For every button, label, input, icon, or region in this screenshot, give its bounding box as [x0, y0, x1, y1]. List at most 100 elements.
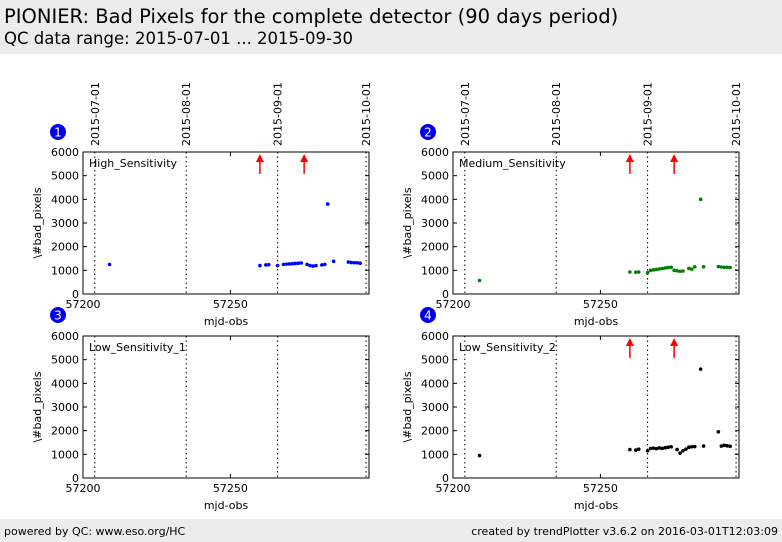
y-tick-label: 4000 — [421, 193, 449, 206]
data-point — [666, 445, 671, 450]
data-point — [648, 446, 653, 451]
date-label: 2015-08-01 — [550, 82, 563, 146]
event-arrow-head — [670, 338, 679, 346]
data-point — [293, 261, 298, 266]
data-point — [666, 265, 671, 270]
data-point — [645, 448, 650, 453]
data-point — [628, 270, 632, 274]
y-tick-label: 0 — [442, 472, 449, 485]
data-point — [296, 261, 301, 266]
plot-frame — [452, 335, 740, 479]
data-point — [648, 268, 653, 273]
data-point — [716, 264, 721, 269]
y-tick-label: 1000 — [421, 264, 449, 277]
data-point — [634, 448, 638, 452]
date-label: 2015-10-01 — [360, 82, 373, 146]
y-tick-label: 0 — [72, 288, 79, 301]
data-point — [636, 270, 641, 274]
data-point — [290, 261, 295, 266]
x-tick-label: 57200 — [436, 482, 471, 495]
y-tick-label: 5000 — [51, 354, 79, 367]
y-tick-label: 2000 — [51, 425, 79, 438]
footer-bar: powered by QC: www.eso.org/HC created by… — [0, 519, 782, 542]
y-tick-label: 5000 — [421, 354, 449, 367]
panel-badge — [420, 124, 436, 140]
panel-badge-number: 4 — [424, 309, 432, 323]
plot-frame — [82, 151, 370, 295]
data-point — [660, 266, 665, 271]
y-tick-label: 0 — [72, 472, 79, 485]
y-axis-label: \#bad_pixels — [31, 371, 44, 442]
data-point — [346, 260, 351, 264]
panel-badge-number: 2 — [424, 126, 432, 140]
data-point — [692, 444, 697, 449]
data-point — [657, 446, 662, 450]
data-point — [719, 444, 724, 448]
x-tick-label: 57200 — [66, 298, 101, 311]
data-point — [672, 268, 676, 273]
data-point — [349, 260, 354, 265]
data-point — [284, 262, 289, 266]
data-point — [657, 267, 662, 271]
data-point — [258, 263, 262, 268]
data-point — [311, 264, 315, 268]
event-arrow-head — [625, 154, 634, 162]
data-point — [628, 447, 632, 452]
footer-credit: powered by QC: www.eso.org/HC — [4, 525, 186, 538]
data-point — [681, 269, 685, 273]
data-point — [692, 264, 697, 269]
header-bar: PIONIER: Bad Pixels for the complete det… — [0, 0, 782, 54]
y-tick-label: 4000 — [51, 193, 79, 206]
chart-panel-3: 0 1000 2000 3000 4000 5000 6000 57200 57250 mjd-o… — [31, 307, 370, 512]
data-point — [477, 278, 482, 283]
data-point — [281, 262, 286, 267]
data-point — [690, 267, 694, 271]
data-point — [728, 265, 732, 270]
panel-badge — [50, 307, 66, 323]
date-label: 2015-07-01 — [89, 82, 102, 146]
series-label: Medium_Sensitivity — [459, 157, 566, 170]
data-point — [308, 263, 312, 268]
data-point — [477, 453, 482, 458]
charts-canvas: 2015-07-01 2015-08-01 2015-09-01 2015-10-01… — [31, 82, 743, 512]
y-tick-label: 1000 — [421, 448, 449, 461]
data-point — [669, 265, 673, 270]
data-point — [651, 268, 656, 272]
y-tick-label: 0 — [442, 288, 449, 301]
data-point — [107, 262, 112, 267]
page-subtitle: QC data range: 2015-07-01 ... 2015-09-30 — [4, 29, 353, 48]
panel-badge — [420, 307, 436, 323]
panel-badge-number: 3 — [54, 309, 62, 323]
series-label: Low_Sensitivity_2 — [459, 341, 556, 354]
chart-panel-4: 0 1000 2000 3000 4000 5000 6000 57200 57250 mjd-o… — [401, 307, 740, 512]
y-tick-label: 4000 — [421, 377, 449, 390]
data-point — [701, 444, 706, 448]
chart-panel-2: 2015-07-01 2015-08-01 2015-09-01 2015-10-01… — [401, 82, 743, 328]
data-point — [264, 263, 268, 267]
data-point — [654, 446, 659, 451]
x-tick-label: 57250 — [213, 482, 248, 495]
data-point — [675, 269, 679, 273]
data-point — [352, 260, 357, 265]
date-label: 2015-08-01 — [180, 82, 193, 146]
y-tick-label: 2000 — [421, 241, 449, 254]
y-tick-label: 6000 — [421, 146, 449, 159]
date-label: 2015-10-01 — [730, 82, 743, 146]
footer-generator: created by trendPlotter v3.6.2 on 2016-0… — [471, 525, 778, 538]
y-tick-label: 2000 — [51, 241, 79, 254]
data-point — [299, 261, 303, 265]
event-arrow-head — [300, 154, 309, 162]
y-tick-label: 6000 — [51, 330, 79, 343]
y-tick-label: 1000 — [51, 264, 79, 277]
data-point — [634, 270, 638, 275]
data-point — [701, 264, 706, 269]
event-arrow-head — [670, 154, 679, 162]
data-point — [687, 445, 691, 450]
y-tick-label: 4000 — [51, 377, 79, 390]
date-label: 2015-09-01 — [642, 82, 655, 146]
data-point — [660, 446, 665, 451]
y-tick-label: 1000 — [51, 448, 79, 461]
y-tick-label: 3000 — [51, 217, 79, 230]
data-point — [725, 444, 730, 448]
panel-badge — [50, 124, 66, 140]
